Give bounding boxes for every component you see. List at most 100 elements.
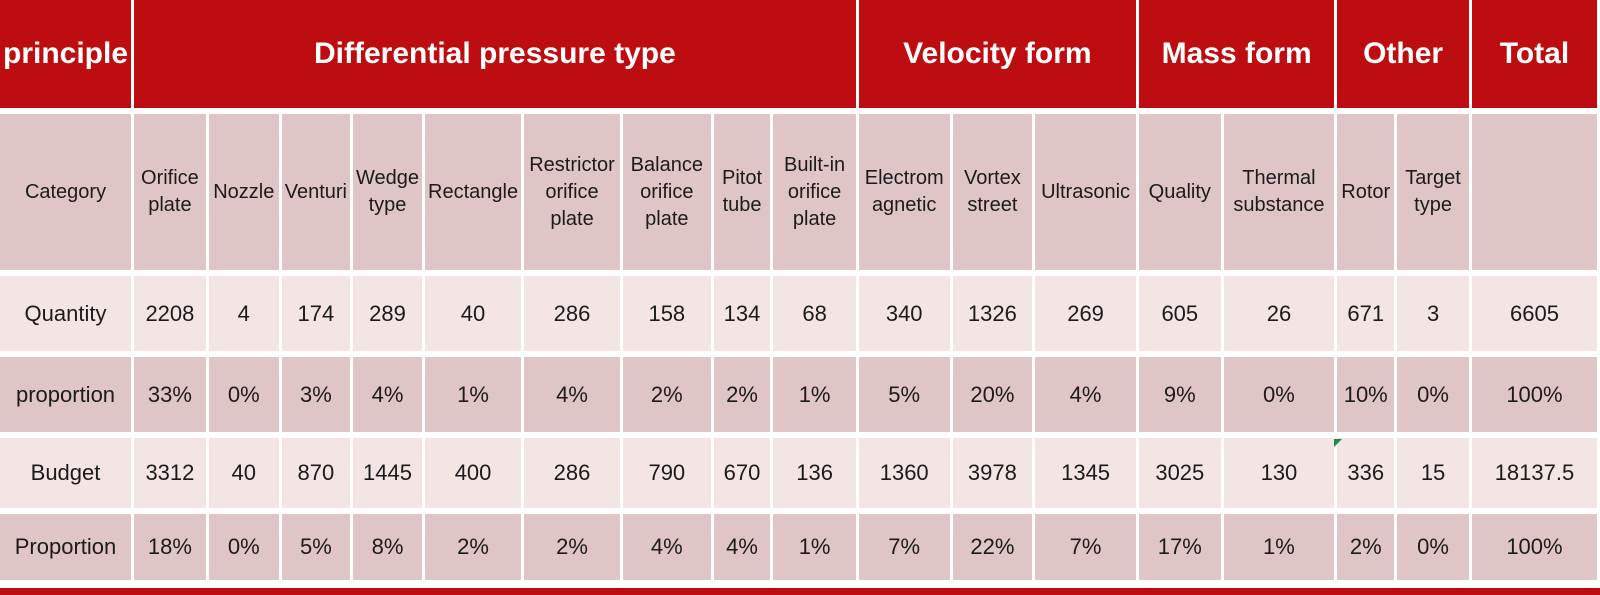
data-cell: 790 — [622, 438, 711, 508]
data-cell: 18137.5 — [1471, 438, 1597, 508]
data-cell: 4 — [208, 276, 279, 351]
data-cell: 3 — [1397, 276, 1469, 351]
data-cell: 7% — [1035, 514, 1136, 580]
data-cell: 2% — [713, 357, 771, 432]
data-cell: 0% — [1397, 514, 1469, 580]
data-cell: 3025 — [1138, 438, 1221, 508]
data-cell: 100% — [1471, 357, 1597, 432]
header-row: principle Differential pressure type Veloc… — [0, 0, 1597, 108]
table-row-proportion: Proportion 18% 0% 5% 8% 2% 2% 4% 4% 1% 7% 22% 7% 17% 1… — [0, 514, 1597, 580]
data-cell: 2208 — [134, 276, 206, 351]
data-cell: 286 — [524, 438, 620, 508]
header-group-principle: principle — [0, 0, 132, 108]
data-cell: 1445 — [353, 438, 423, 508]
data-cell: 670 — [713, 438, 771, 508]
data-cell: 870 — [281, 438, 350, 508]
data-cell: 8% — [353, 514, 423, 580]
table-row-budget: Budget 3312 40 870 1445 400 286 790 670 136 1360 39… — [0, 438, 1597, 508]
category-cell-rectangle: Rectangle — [425, 114, 522, 270]
data-cell: 100% — [1471, 514, 1597, 580]
header-group-other: Other — [1337, 0, 1469, 108]
data-cell: 671 — [1337, 276, 1395, 351]
category-cell-blank — [1471, 114, 1597, 270]
header-group-velocity-form: Velocity form — [858, 0, 1136, 108]
data-cell: 4% — [713, 514, 771, 580]
data-cell: 286 — [524, 276, 620, 351]
category-cell-target-type: Target type — [1397, 114, 1469, 270]
data-cell: 20% — [952, 357, 1033, 432]
data-cell: 10% — [1337, 357, 1395, 432]
data-cell: 269 — [1035, 276, 1136, 351]
data-cell: 0% — [208, 514, 279, 580]
category-cell-nozzle: Nozzle — [208, 114, 279, 270]
data-cell: 336 — [1337, 438, 1395, 508]
category-cell-thermal-substance: Thermal substance — [1223, 114, 1335, 270]
data-cell: 134 — [713, 276, 771, 351]
data-cell: 174 — [281, 276, 350, 351]
data-cell: 4% — [622, 514, 711, 580]
data-cell: 158 — [622, 276, 711, 351]
cell-error-flag-icon — [1334, 439, 1342, 447]
data-cell: 1% — [1223, 514, 1335, 580]
row-label-proportion: Proportion — [0, 514, 132, 580]
data-cell: 2% — [1337, 514, 1395, 580]
header-group-total: Total — [1471, 0, 1597, 108]
next-row-edge-strip — [0, 588, 1600, 595]
data-cell: 40 — [208, 438, 279, 508]
data-cell: 605 — [1138, 276, 1221, 351]
category-cell-restrictor-orifice-plate: Restrictor orifice plate — [524, 114, 620, 270]
data-cell: 26 — [1223, 276, 1335, 351]
data-cell: 5% — [281, 514, 350, 580]
data-cell: 130 — [1223, 438, 1335, 508]
category-cell-rotor: Rotor — [1337, 114, 1395, 270]
table-row-proportion: proportion 33% 0% 3% 4% 1% 4% 2% 2% 1% 5% 20% 4% 9% 0%… — [0, 357, 1597, 432]
data-cell: 2% — [425, 514, 522, 580]
category-cell-wedge-type: Wedge type — [353, 114, 423, 270]
data-cell: 0% — [1223, 357, 1335, 432]
data-cell: 40 — [425, 276, 522, 351]
data-cell: 3978 — [952, 438, 1033, 508]
data-cell: 7% — [858, 514, 950, 580]
data-cell: 5% — [858, 357, 950, 432]
data-cell: 136 — [773, 438, 856, 508]
data-cell: 289 — [353, 276, 423, 351]
category-cell-built-in-orifice-plate: Built-in orifice plate — [773, 114, 856, 270]
data-cell: 4% — [524, 357, 620, 432]
table-body: Category Orifice plate Nozzle Venturi Wedge … — [0, 114, 1597, 580]
category-cell-vortex-street: Vortex street — [952, 114, 1033, 270]
category-cell-balance-orifice-plate: Balance orifice plate — [622, 114, 711, 270]
data-cell: 1345 — [1035, 438, 1136, 508]
data-cell: 4% — [1035, 357, 1136, 432]
data-cell: 17% — [1138, 514, 1221, 580]
data-cell: 0% — [1397, 357, 1469, 432]
data-cell: 15 — [1397, 438, 1469, 508]
header-group-differential-pressure-type: Differential pressure type — [134, 0, 856, 108]
category-cell-pitot-tube: Pitot tube — [713, 114, 771, 270]
data-cell: 4% — [353, 357, 423, 432]
category-row: Category Orifice plate Nozzle Venturi Wedge … — [0, 114, 1597, 270]
data-cell: 1360 — [858, 438, 950, 508]
data-cell: 1% — [773, 514, 856, 580]
data-cell: 1326 — [952, 276, 1033, 351]
data-cell: 1% — [773, 357, 856, 432]
category-cell-ultrasonic: Ultrasonic — [1035, 114, 1136, 270]
category-cell-orifice-plate: Orifice plate — [134, 114, 206, 270]
row-header-category: Category — [0, 114, 132, 270]
data-cell: 3312 — [134, 438, 206, 508]
data-cell: 33% — [134, 357, 206, 432]
data-cell: 9% — [1138, 357, 1221, 432]
data-cell: 6605 — [1471, 276, 1597, 351]
header-group-mass-form: Mass form — [1138, 0, 1335, 108]
category-cell-venturi: Venturi — [281, 114, 350, 270]
data-cell: 2% — [622, 357, 711, 432]
data-cell: 3% — [281, 357, 350, 432]
data-cell: 22% — [952, 514, 1033, 580]
data-cell: 1% — [425, 357, 522, 432]
row-label-proportion: proportion — [0, 357, 132, 432]
row-label-budget: Budget — [0, 438, 132, 508]
row-label-quantity: Quantity — [0, 276, 132, 351]
data-cell: 18% — [134, 514, 206, 580]
data-cell: 68 — [773, 276, 856, 351]
